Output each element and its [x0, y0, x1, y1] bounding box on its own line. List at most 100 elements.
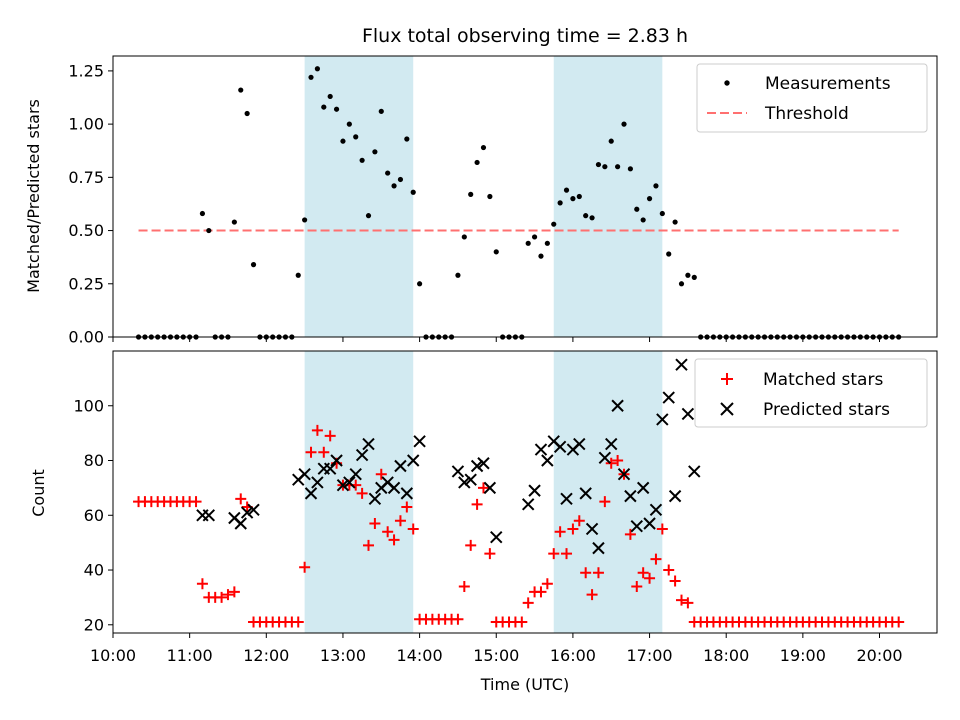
- matched-star-point: [516, 616, 528, 628]
- matched-star-point: [299, 561, 311, 573]
- matched-star-point: [363, 539, 375, 551]
- matched-star-point: [656, 523, 668, 535]
- matched-star-point: [682, 597, 694, 609]
- measurement-point: [493, 249, 499, 255]
- measurement-point: [333, 106, 340, 112]
- measurement-point: [685, 272, 691, 278]
- predicted-star-point: [579, 487, 592, 500]
- top-panel: 0.00 0.25 0.50 0.75 1.00 1.25 Matched/Predict…: [24, 55, 938, 347]
- predicted-star-point: [592, 541, 605, 555]
- matched-star-point: [216, 591, 228, 603]
- measurement-point: [640, 217, 646, 223]
- bottom-legend: Matched stars Predicted stars: [694, 358, 928, 428]
- measurement-point: [385, 170, 391, 176]
- measurement-point: [397, 176, 404, 183]
- measurement-point: [531, 234, 538, 240]
- measurement-point: [666, 251, 672, 257]
- predicted-star-point: [630, 520, 643, 533]
- predicted-star-point: [560, 492, 573, 506]
- predicted-star-point: [458, 476, 471, 489]
- matched-star-point: [893, 616, 905, 628]
- predicted-star-point: [688, 465, 701, 478]
- top-y-tick-label: 0.25: [68, 274, 104, 293]
- matched-star-point: [382, 526, 394, 538]
- measurement-point: [672, 219, 678, 225]
- predicted-star-point: [477, 457, 490, 470]
- matched-star-point: [522, 597, 534, 609]
- measurement-point: [538, 253, 544, 259]
- predicted-star-point: [534, 443, 548, 456]
- predicted-star-point: [521, 498, 535, 511]
- matched-star-point: [235, 493, 247, 505]
- measurement-point: [461, 234, 467, 240]
- chart-title: Flux total observing time = 2.83 h: [362, 25, 688, 47]
- legend-threshold-label: Threshold: [764, 104, 849, 124]
- bottom-y-tick-label: 100: [73, 396, 104, 415]
- x-tick-label: 12:00: [243, 646, 289, 665]
- matched-star-point: [586, 589, 598, 601]
- measurement-point: [321, 104, 327, 110]
- measurement-point: [487, 193, 493, 200]
- matched-star-point: [637, 567, 649, 579]
- predicted-star-point: [400, 487, 414, 500]
- measurement-point: [480, 144, 487, 151]
- measurement-point: [608, 138, 614, 144]
- bottom-axes-frame: [112, 350, 938, 634]
- bottom-y-axis-ticks: 20 40 60 80 100: [73, 396, 113, 634]
- predicted-star-point: [643, 517, 656, 530]
- bottom-y-tick-label: 20: [84, 615, 104, 634]
- matched-star-point: [388, 534, 400, 546]
- predicted-star-point: [304, 487, 318, 500]
- predicted-star-point: [407, 454, 420, 467]
- predicted-star-point: [483, 481, 497, 495]
- predicted-star-point: [573, 437, 586, 451]
- matched-star-point: [669, 575, 681, 587]
- top-legend-box: [696, 63, 928, 133]
- measurement-point: [678, 281, 685, 287]
- matched-star-point: [541, 578, 553, 590]
- predicted-star-point: [598, 451, 612, 464]
- predicted-star-point: [234, 517, 247, 530]
- legend-measurements-label: Measurements: [765, 74, 891, 94]
- predicted-star-point: [611, 399, 624, 412]
- predicted-star-point: [247, 503, 260, 517]
- matched-star-point: [580, 567, 592, 579]
- measurement-point: [410, 189, 416, 195]
- measurement-point: [378, 108, 384, 114]
- measurement-point: [302, 217, 308, 223]
- x-tick-label: 20:00: [856, 646, 902, 665]
- top-axes-frame: [112, 55, 938, 338]
- x-tick-label: 13:00: [320, 646, 366, 665]
- matched-star-point: [644, 572, 656, 584]
- x-tick-label: 16:00: [550, 646, 596, 665]
- measurement-point: [653, 183, 659, 189]
- legend-matched-marker: [721, 373, 733, 385]
- matched-star-point: [554, 526, 566, 538]
- matched-star-point: [561, 548, 573, 560]
- measurement-point: [595, 161, 602, 168]
- matched-star-point: [369, 517, 381, 529]
- top-y-tick-label: 1.00: [68, 115, 104, 134]
- measurement-point: [417, 281, 423, 287]
- measurement-point: [359, 157, 365, 163]
- measurement-point: [557, 200, 563, 206]
- predicted-star-point: [343, 476, 356, 489]
- matched-star-point: [612, 455, 624, 467]
- matched-star-point: [292, 616, 304, 628]
- matched-star-point: [605, 457, 617, 469]
- x-tick-label: 15:00: [473, 646, 519, 665]
- x-axis-label: Time (UTC): [480, 675, 569, 694]
- top-y-tick-label: 0.75: [68, 168, 104, 187]
- predicted-star-point: [675, 358, 688, 371]
- predicted-star-point: [362, 437, 375, 451]
- matched-star-point: [675, 594, 687, 606]
- predicted-star-point: [202, 509, 216, 522]
- bottom-shaded-interval: [304, 351, 414, 633]
- measurement-point: [583, 213, 589, 219]
- predicted-star-point: [451, 465, 465, 478]
- matched-star-point: [465, 539, 477, 551]
- legend-predicted-label: Predicted stars: [763, 400, 890, 420]
- top-y-tick-label: 0.00: [68, 328, 104, 347]
- measurement-point: [646, 196, 653, 202]
